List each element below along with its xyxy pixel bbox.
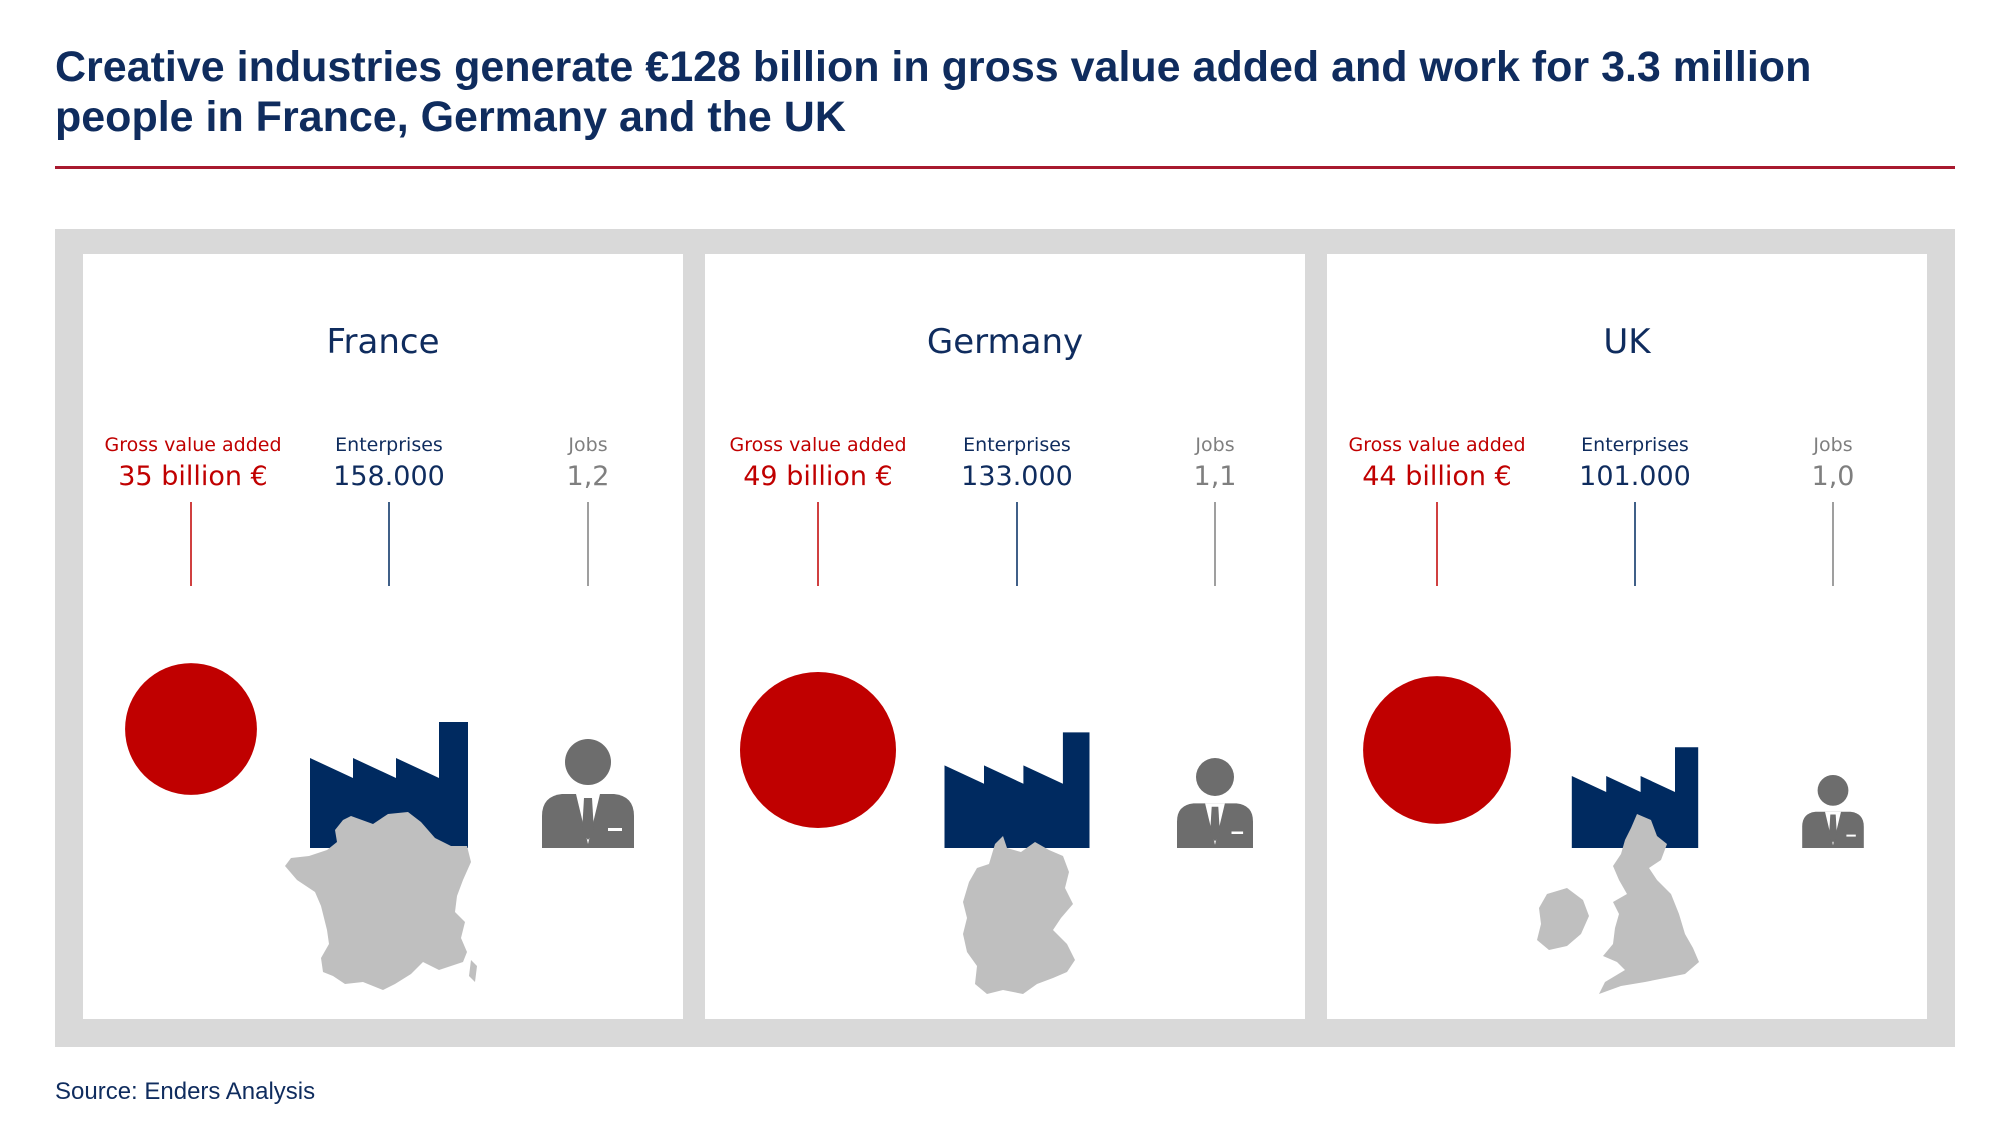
gva-metric: Gross value added 49 billion € (708, 432, 928, 494)
uk-map-icon (1537, 814, 1699, 994)
jobs-metric: Jobs 1,1 (1105, 432, 1325, 494)
panel-graphics-uk (1363, 502, 1864, 994)
country-panel-uk: UK Gross value added 44 billion € Enterp… (1327, 254, 1927, 1019)
gva-label: Gross value added (729, 434, 907, 456)
jobs-value: 1,1 (1193, 461, 1237, 492)
source-note: Source: Enders Analysis (55, 1078, 316, 1105)
enterprises-metric: Enterprises 133.000 (907, 432, 1127, 494)
jobs-label: Jobs (1195, 434, 1235, 456)
enterprises-value: 133.000 (961, 461, 1073, 492)
jobs-value: 1,2 (566, 461, 610, 492)
gva-circle (1363, 676, 1511, 824)
person-icon (1177, 758, 1253, 848)
factory-icon (944, 732, 1090, 848)
enterprises-label: Enterprises (963, 434, 1071, 456)
gva-value: 44 billion € (1362, 461, 1512, 492)
enterprises-metric: Enterprises 101.000 (1525, 432, 1745, 494)
country-name: Germany (926, 322, 1084, 362)
france-map-icon (285, 812, 477, 990)
jobs-label: Jobs (568, 434, 608, 456)
factory-icon (1571, 747, 1699, 848)
gva-circle (740, 672, 896, 828)
gva-metric: Gross value added 35 billion € (83, 432, 303, 494)
enterprises-label: Enterprises (1581, 434, 1689, 456)
jobs-label: Jobs (1813, 434, 1853, 456)
panel-graphics-germany (740, 502, 1253, 994)
factory-icon (310, 722, 468, 848)
infographic-frame: France Gross value added 35 billion € En… (55, 229, 1955, 1047)
enterprises-label: Enterprises (335, 434, 443, 456)
gva-value: 49 billion € (743, 461, 893, 492)
country-panel-germany: Germany Gross value added 49 billion € E… (705, 254, 1305, 1019)
gva-label: Gross value added (1348, 434, 1526, 456)
jobs-metric: Jobs 1,2 (478, 432, 698, 494)
country-name: France (326, 322, 440, 362)
germany-map-icon (963, 836, 1075, 994)
enterprises-metric: Enterprises 158.000 (279, 432, 499, 494)
person-icon (542, 739, 634, 848)
gva-value: 35 billion € (118, 461, 268, 492)
gva-label: Gross value added (104, 434, 282, 456)
person-icon (1802, 775, 1864, 848)
panel-graphics-france (125, 502, 634, 990)
gva-circle (125, 663, 257, 795)
gva-metric: Gross value added 44 billion € (1327, 432, 1547, 494)
country-panel-france: France Gross value added 35 billion € En… (83, 254, 683, 1019)
page-title: Creative industries generate €128 billio… (55, 43, 1812, 141)
enterprises-value: 158.000 (333, 461, 445, 492)
title-divider (55, 166, 1955, 169)
jobs-value: 1,0 (1811, 461, 1855, 492)
enterprises-value: 101.000 (1579, 461, 1691, 492)
jobs-metric: Jobs 1,0 (1723, 432, 1943, 494)
country-name: UK (1603, 322, 1651, 362)
